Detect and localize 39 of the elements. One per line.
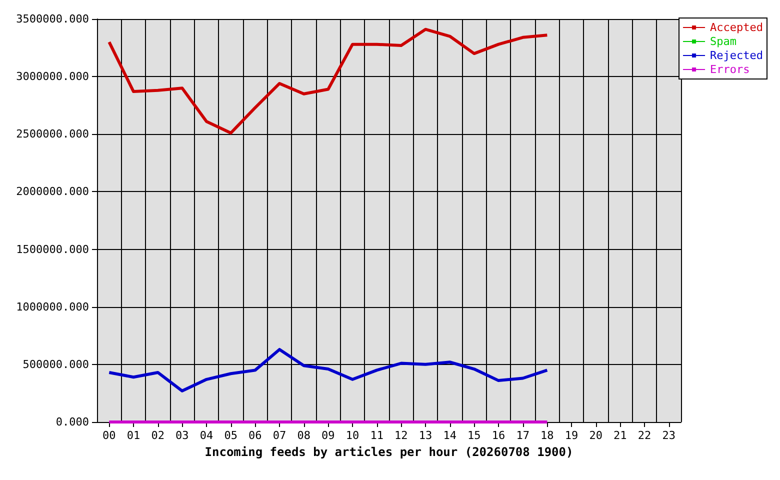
- y-tick-label: 0.000: [56, 416, 89, 428]
- x-tick-label: 17: [516, 429, 530, 442]
- legend-label: Errors: [710, 63, 750, 76]
- x-tick-label: 09: [322, 429, 335, 442]
- x-tick-label: 05: [224, 429, 238, 442]
- x-tick-label: 15: [468, 429, 481, 442]
- x-tick-label: 19: [564, 429, 578, 442]
- line-series: [108, 348, 549, 392]
- x-tick-label: 12: [394, 429, 408, 442]
- x-tick-label: 08: [297, 429, 310, 442]
- x-tick-label: 21: [614, 429, 627, 442]
- y-tick-label: 1500000.000: [16, 242, 89, 256]
- line-series: [108, 28, 549, 134]
- x-tick-label: 14: [443, 429, 457, 442]
- x-axis-title: Incoming feeds by articles per hour (20260708 1900): [204, 444, 574, 459]
- x-tick-label: 01: [126, 429, 140, 442]
- x-tick-label: 06: [248, 429, 262, 442]
- x-tick-label: 02: [151, 429, 164, 442]
- y-tick-label: 2000000.000: [16, 185, 89, 198]
- y-tick-label: 1000000.000: [16, 300, 89, 314]
- x-tick-label: 03: [176, 429, 189, 442]
- x-tick-label: 04: [200, 429, 214, 442]
- y-tick-label: 3500000.000: [16, 12, 89, 26]
- x-tick-label: 13: [418, 429, 432, 442]
- x-tick-label: 20: [589, 429, 602, 442]
- y-tick-label: 2500000.000: [16, 128, 89, 141]
- legend-label: Rejected: [710, 49, 764, 62]
- x-tick-label: 18: [540, 429, 554, 442]
- x-tick-label: 07: [272, 429, 286, 442]
- y-tick-label: 500000.000: [22, 358, 89, 371]
- x-tick-label: 22: [638, 429, 652, 442]
- x-tick-label: 10: [346, 429, 360, 442]
- legend-label: Accepted: [710, 21, 764, 34]
- x-tick-label: 00: [102, 429, 116, 442]
- x-tick-label: 23: [662, 429, 676, 442]
- legend-label: Spam: [710, 35, 737, 48]
- x-tick-label: 11: [370, 429, 384, 442]
- x-tick-label: 16: [492, 429, 506, 442]
- y-tick-label: 3000000.000: [16, 70, 89, 84]
